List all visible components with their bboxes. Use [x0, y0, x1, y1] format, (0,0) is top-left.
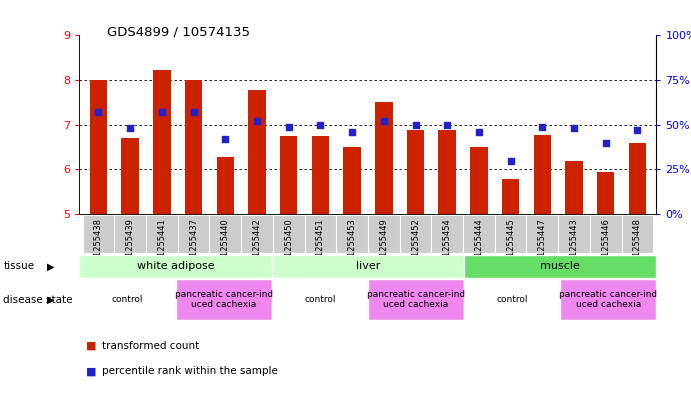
- Text: GSM1255454: GSM1255454: [443, 218, 452, 274]
- Text: GSM1255437: GSM1255437: [189, 218, 198, 274]
- Text: liver: liver: [356, 261, 380, 272]
- Bar: [368, 279, 464, 320]
- Point: [315, 122, 326, 128]
- Bar: [272, 279, 368, 320]
- Point: [537, 123, 548, 130]
- Bar: [527, 215, 558, 253]
- Bar: [597, 172, 614, 214]
- Bar: [209, 215, 241, 253]
- Text: percentile rank within the sample: percentile rank within the sample: [102, 366, 278, 376]
- Point: [632, 127, 643, 133]
- Text: control: control: [496, 295, 528, 304]
- Bar: [558, 215, 590, 253]
- Text: GSM1255446: GSM1255446: [601, 218, 610, 274]
- Bar: [153, 70, 171, 214]
- Bar: [185, 80, 202, 214]
- Point: [473, 129, 484, 135]
- Text: GSM1255449: GSM1255449: [379, 218, 388, 274]
- Bar: [368, 215, 399, 253]
- Bar: [343, 147, 361, 214]
- Bar: [312, 136, 329, 214]
- Text: GSM1255445: GSM1255445: [506, 218, 515, 274]
- Text: GSM1255452: GSM1255452: [411, 218, 420, 274]
- Text: pancreatic cancer-ind
uced cachexia: pancreatic cancer-ind uced cachexia: [175, 290, 273, 309]
- Point: [283, 123, 294, 130]
- Text: ■: ■: [86, 366, 97, 376]
- Bar: [560, 279, 656, 320]
- Text: GSM1255448: GSM1255448: [633, 218, 642, 274]
- Text: pancreatic cancer-ind
uced cachexia: pancreatic cancer-ind uced cachexia: [367, 290, 465, 309]
- Bar: [590, 215, 622, 253]
- Bar: [146, 215, 178, 253]
- Point: [188, 109, 199, 116]
- Bar: [622, 215, 653, 253]
- Text: GSM1255447: GSM1255447: [538, 218, 547, 274]
- Bar: [114, 215, 146, 253]
- Bar: [533, 135, 551, 214]
- Text: disease state: disease state: [3, 295, 73, 305]
- Bar: [565, 162, 583, 214]
- Point: [600, 140, 612, 146]
- Bar: [216, 157, 234, 214]
- Text: GSM1255442: GSM1255442: [252, 218, 261, 274]
- Point: [410, 122, 421, 128]
- Text: ▶: ▶: [47, 261, 55, 272]
- Text: GSM1255450: GSM1255450: [284, 218, 293, 274]
- Bar: [122, 138, 139, 214]
- Bar: [464, 255, 656, 278]
- Text: transformed count: transformed count: [102, 341, 199, 351]
- Bar: [375, 103, 392, 214]
- Text: GDS4899 / 10574135: GDS4899 / 10574135: [107, 26, 250, 39]
- Bar: [176, 279, 272, 320]
- Point: [220, 136, 231, 142]
- Point: [347, 129, 358, 135]
- Bar: [79, 255, 272, 278]
- Bar: [272, 255, 464, 278]
- Point: [156, 109, 167, 116]
- Point: [505, 157, 516, 163]
- Bar: [178, 215, 209, 253]
- Bar: [431, 215, 463, 253]
- Point: [93, 109, 104, 116]
- Bar: [629, 143, 646, 214]
- Bar: [305, 215, 337, 253]
- Bar: [439, 130, 456, 214]
- Point: [442, 122, 453, 128]
- Text: GSM1255444: GSM1255444: [475, 218, 484, 274]
- Text: ■: ■: [86, 341, 97, 351]
- Point: [569, 125, 580, 132]
- Text: GSM1255438: GSM1255438: [94, 218, 103, 274]
- Bar: [399, 215, 431, 253]
- Text: GSM1255439: GSM1255439: [126, 218, 135, 274]
- Bar: [463, 215, 495, 253]
- Bar: [495, 215, 527, 253]
- Bar: [470, 147, 488, 214]
- Text: ▶: ▶: [47, 295, 55, 305]
- Bar: [337, 215, 368, 253]
- Text: GSM1255443: GSM1255443: [569, 218, 578, 274]
- Text: GSM1255453: GSM1255453: [348, 218, 357, 274]
- Bar: [241, 215, 273, 253]
- Point: [252, 118, 263, 124]
- Point: [124, 125, 135, 132]
- Text: GSM1255451: GSM1255451: [316, 218, 325, 274]
- Bar: [83, 215, 114, 253]
- Text: muscle: muscle: [540, 261, 580, 272]
- Bar: [464, 279, 560, 320]
- Text: GSM1255440: GSM1255440: [221, 218, 230, 274]
- Bar: [407, 130, 424, 214]
- Bar: [90, 80, 107, 214]
- Text: tissue: tissue: [3, 261, 35, 272]
- Point: [378, 118, 389, 124]
- Bar: [273, 215, 305, 253]
- Text: GSM1255441: GSM1255441: [158, 218, 167, 274]
- Text: white adipose: white adipose: [137, 261, 214, 272]
- Text: control: control: [304, 295, 336, 304]
- Bar: [280, 136, 297, 214]
- Bar: [502, 179, 520, 214]
- Bar: [79, 279, 176, 320]
- Text: pancreatic cancer-ind
uced cachexia: pancreatic cancer-ind uced cachexia: [559, 290, 657, 309]
- Bar: [248, 90, 266, 214]
- Text: control: control: [112, 295, 143, 304]
